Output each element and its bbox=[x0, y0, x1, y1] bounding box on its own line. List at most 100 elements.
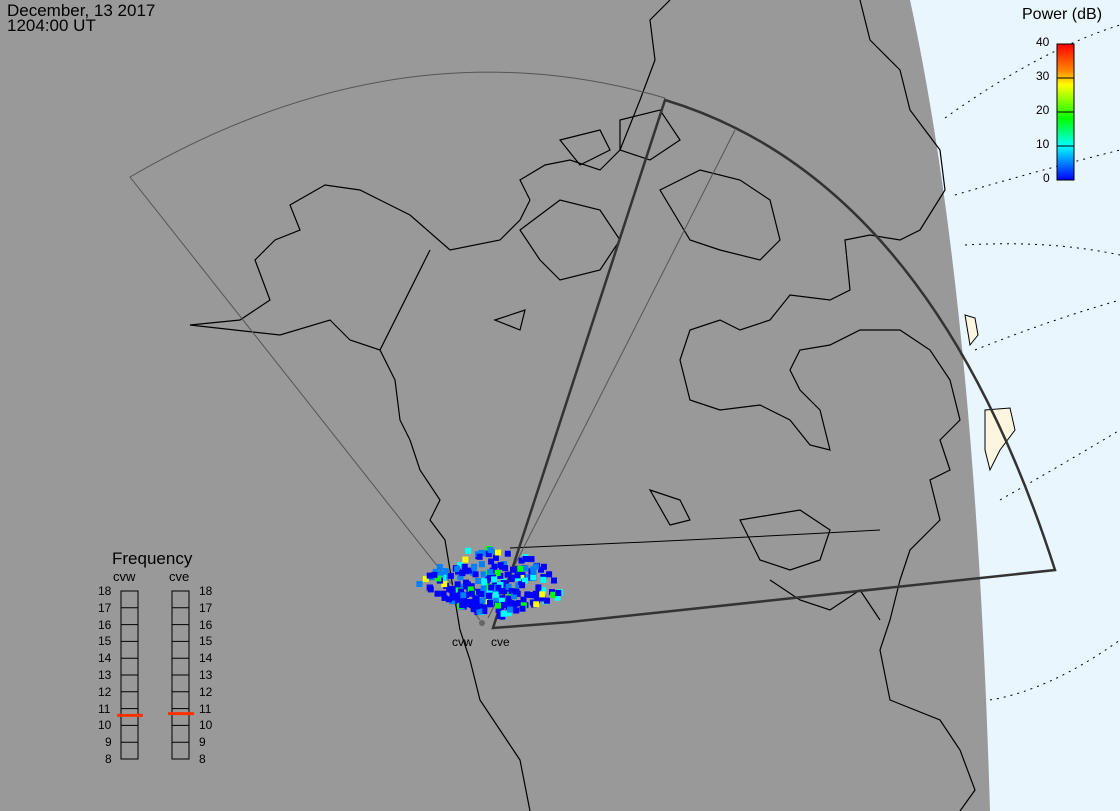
radar-cell bbox=[426, 584, 433, 591]
radar-cell bbox=[441, 594, 448, 601]
radar-cell bbox=[504, 571, 511, 578]
radar-cell bbox=[440, 590, 447, 597]
radar-cell bbox=[514, 572, 521, 579]
radar-cell bbox=[447, 586, 454, 593]
radar-cell bbox=[468, 602, 475, 608]
radar-cell bbox=[504, 550, 511, 557]
radar-cell bbox=[543, 597, 550, 604]
radar-cell bbox=[458, 588, 464, 595]
radar-cell bbox=[479, 597, 486, 604]
radar-cell bbox=[480, 571, 487, 578]
radar-cell bbox=[534, 597, 540, 604]
radar-cell bbox=[481, 578, 488, 585]
radar-cell bbox=[473, 603, 480, 610]
freq-label-cve: cve bbox=[169, 569, 190, 584]
radar-cell bbox=[508, 574, 515, 581]
radar-cell bbox=[508, 588, 515, 595]
radar-cell bbox=[540, 587, 547, 594]
radar-cell bbox=[473, 596, 480, 603]
radar-cell bbox=[492, 554, 499, 561]
radar-cell bbox=[487, 600, 493, 606]
radar-cell bbox=[498, 588, 505, 595]
radar-cell bbox=[535, 584, 542, 591]
radar-cell bbox=[493, 595, 500, 602]
frequency-tick-right: 18 bbox=[199, 584, 213, 598]
radar-cell bbox=[488, 584, 495, 591]
radar-cell bbox=[532, 563, 539, 570]
frequency-tick-right: 13 bbox=[199, 668, 213, 682]
radar-cell bbox=[495, 584, 502, 591]
radar-cell bbox=[497, 562, 504, 569]
frequency-tick-right: 8 bbox=[199, 752, 206, 766]
radar-cell bbox=[521, 577, 528, 584]
daylight-region bbox=[910, 0, 1120, 811]
radar-cell bbox=[520, 596, 527, 603]
radar-cell bbox=[488, 558, 495, 565]
radar-cell bbox=[461, 563, 468, 570]
radar-cell bbox=[529, 599, 536, 606]
radar-cell bbox=[457, 574, 464, 581]
frequency-tick-left: 8 bbox=[105, 752, 112, 766]
time-label: 1204:00 UT bbox=[7, 16, 96, 35]
radar-cell bbox=[524, 591, 531, 598]
radar-cell bbox=[463, 568, 470, 575]
radar-cell bbox=[442, 568, 449, 575]
radar-cell bbox=[487, 547, 494, 554]
frequency-tick-right: 17 bbox=[199, 600, 213, 615]
radar-cell bbox=[426, 572, 433, 579]
radar-cell bbox=[546, 571, 553, 578]
radar-cell bbox=[477, 603, 484, 610]
radar-cell bbox=[454, 566, 461, 572]
latitude-circles bbox=[944, 24, 1120, 701]
radar-cell bbox=[451, 594, 458, 601]
radar-cell bbox=[554, 594, 561, 601]
radar-cell bbox=[532, 590, 539, 597]
radar-cell bbox=[471, 563, 478, 570]
radar-cell bbox=[458, 583, 465, 590]
radar-cell bbox=[462, 583, 469, 590]
radar-cell bbox=[475, 577, 482, 584]
radar-cell bbox=[500, 602, 507, 608]
frequency-tick-left: 9 bbox=[105, 735, 112, 750]
radar-cell bbox=[498, 597, 505, 604]
radar-cell bbox=[540, 576, 547, 583]
radar-cell bbox=[491, 576, 498, 583]
radar-cell bbox=[519, 582, 526, 589]
radar-cell bbox=[512, 588, 519, 595]
radar-cell bbox=[459, 570, 466, 576]
radar-cell bbox=[519, 605, 526, 612]
radar-cell bbox=[457, 562, 464, 568]
frequency-tick-left: 11 bbox=[98, 701, 111, 716]
radar-cell bbox=[478, 549, 485, 556]
radar-cell bbox=[465, 547, 472, 554]
radar-cell bbox=[515, 582, 522, 589]
radar-cell bbox=[468, 590, 475, 597]
radar-cell bbox=[555, 590, 562, 596]
radar-cell bbox=[416, 581, 423, 588]
radar-cell bbox=[445, 596, 452, 603]
radar-cell bbox=[500, 610, 507, 617]
radar-cell bbox=[487, 569, 494, 575]
radar-cell bbox=[522, 565, 529, 572]
radar-cell bbox=[516, 600, 523, 606]
radar-cell bbox=[467, 586, 474, 593]
radar-cell bbox=[486, 574, 493, 581]
radar-cell bbox=[518, 579, 525, 585]
radar-cell bbox=[530, 569, 537, 575]
radar-cell bbox=[447, 572, 454, 579]
radar-cell bbox=[468, 583, 475, 590]
frequency-tick-left: 12 bbox=[98, 684, 112, 699]
radar-cell bbox=[518, 574, 525, 581]
radar-cell bbox=[437, 570, 444, 577]
radar-cell bbox=[522, 574, 529, 581]
radar-cell bbox=[478, 561, 485, 568]
radar-label-cve: cve bbox=[491, 635, 510, 649]
power-tick: 0 bbox=[1043, 171, 1050, 185]
radar-cell bbox=[481, 604, 488, 611]
radar-cell bbox=[507, 591, 514, 598]
radar-cell bbox=[431, 571, 438, 578]
radar-site-marker bbox=[479, 620, 485, 626]
frequency-bars bbox=[117, 590, 194, 760]
radar-cell bbox=[512, 600, 519, 607]
power-tick: 40 bbox=[1036, 35, 1050, 49]
